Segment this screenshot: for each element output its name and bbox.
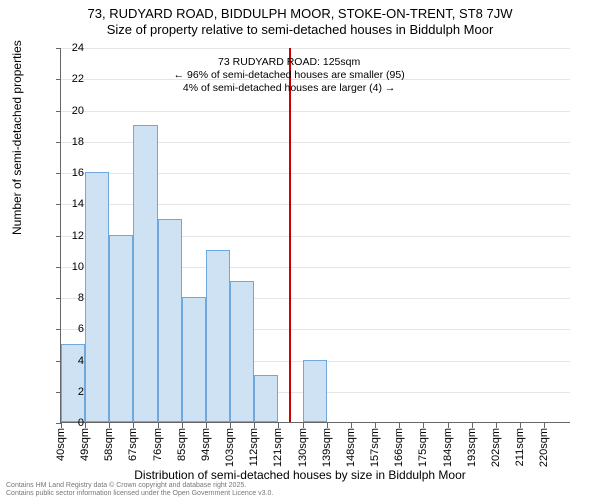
ytick-label: 24 bbox=[54, 42, 84, 54]
annotation-line: 73 RUDYARD ROAD: 125sqm bbox=[174, 56, 405, 69]
xtick-label: 40sqm bbox=[55, 428, 67, 461]
footer-line-2: Contains public sector information licen… bbox=[6, 490, 273, 498]
xtick-label: 175sqm bbox=[417, 428, 429, 467]
xtick-label: 202sqm bbox=[490, 428, 502, 467]
footer-line-1: Contains HM Land Registry data © Crown c… bbox=[6, 482, 273, 490]
xtick-label: 139sqm bbox=[321, 428, 333, 467]
title-line-2: Size of property relative to semi-detach… bbox=[0, 22, 600, 38]
xtick-label: 94sqm bbox=[200, 428, 212, 461]
histogram-bar bbox=[206, 250, 230, 422]
ytick-label: 4 bbox=[54, 355, 84, 367]
title-line-1: 73, RUDYARD ROAD, BIDDULPH MOOR, STOKE-O… bbox=[0, 6, 600, 22]
xtick-label: 49sqm bbox=[79, 428, 91, 461]
xtick-label: 103sqm bbox=[224, 428, 236, 467]
chart-title-block: 73, RUDYARD ROAD, BIDDULPH MOOR, STOKE-O… bbox=[0, 0, 600, 39]
histogram-bar bbox=[109, 235, 133, 423]
x-axis-label: Distribution of semi-detached houses by … bbox=[0, 468, 600, 482]
histogram-bar bbox=[85, 172, 109, 422]
ytick-label: 14 bbox=[54, 198, 84, 210]
marker-annotation: 73 RUDYARD ROAD: 125sqm← 96% of semi-det… bbox=[174, 56, 405, 95]
ytick-label: 12 bbox=[54, 230, 84, 242]
xtick-label: 58sqm bbox=[103, 428, 115, 461]
xtick-label: 130sqm bbox=[297, 428, 309, 467]
marker-line bbox=[289, 48, 291, 422]
annotation-line: 4% of semi-detached houses are larger (4… bbox=[174, 82, 405, 95]
histogram-bar bbox=[230, 281, 254, 422]
ytick-label: 10 bbox=[54, 261, 84, 273]
histogram-bar bbox=[158, 219, 182, 422]
xtick-label: 148sqm bbox=[345, 428, 357, 467]
xtick-label: 121sqm bbox=[272, 428, 284, 467]
histogram-bar bbox=[303, 360, 327, 423]
xtick-label: 85sqm bbox=[176, 428, 188, 461]
footer-attribution: Contains HM Land Registry data © Crown c… bbox=[6, 482, 273, 498]
gridline bbox=[61, 48, 570, 49]
plot-region: 40sqm49sqm58sqm67sqm76sqm85sqm94sqm103sq… bbox=[60, 48, 570, 423]
histogram-bar bbox=[133, 125, 157, 422]
ytick-label: 8 bbox=[54, 292, 84, 304]
ytick-label: 20 bbox=[54, 105, 84, 117]
xtick-label: 67sqm bbox=[127, 428, 139, 461]
ytick-label: 6 bbox=[54, 323, 84, 335]
ytick-label: 0 bbox=[54, 417, 84, 429]
ytick-label: 2 bbox=[54, 386, 84, 398]
ytick-label: 18 bbox=[54, 136, 84, 148]
histogram-bar bbox=[182, 297, 206, 422]
chart-area: 40sqm49sqm58sqm67sqm76sqm85sqm94sqm103sq… bbox=[60, 48, 570, 423]
xtick-label: 184sqm bbox=[442, 428, 454, 467]
xtick-label: 220sqm bbox=[538, 428, 550, 467]
ytick-label: 16 bbox=[54, 167, 84, 179]
ytick-label: 22 bbox=[54, 73, 84, 85]
xtick-label: 76sqm bbox=[152, 428, 164, 461]
xtick-label: 211sqm bbox=[514, 428, 526, 466]
xtick-label: 157sqm bbox=[369, 428, 381, 467]
y-axis-label: Number of semi-detached properties bbox=[10, 40, 24, 235]
histogram-bar bbox=[254, 375, 278, 422]
xtick-label: 112sqm bbox=[248, 428, 260, 466]
xtick-label: 193sqm bbox=[466, 428, 478, 467]
gridline bbox=[61, 111, 570, 112]
xtick-label: 166sqm bbox=[393, 428, 405, 467]
annotation-line: ← 96% of semi-detached houses are smalle… bbox=[174, 69, 405, 82]
